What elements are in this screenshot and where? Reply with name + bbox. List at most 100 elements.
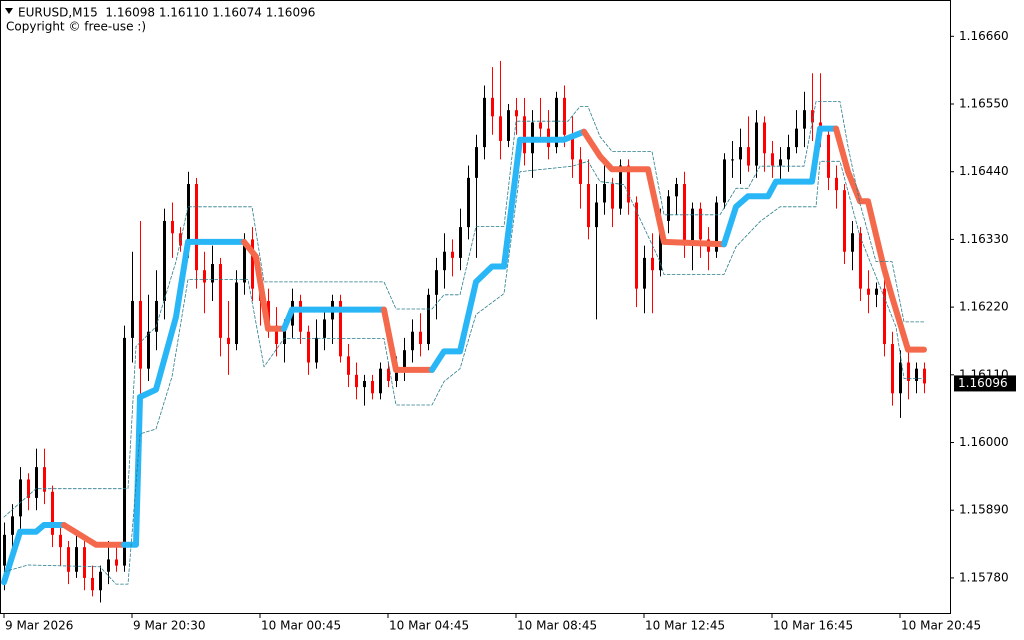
candle-body xyxy=(163,220,166,301)
y-tick-label: 1.16220 xyxy=(959,300,1009,314)
candle-body xyxy=(691,208,694,246)
candle-body xyxy=(643,257,646,289)
candle-body xyxy=(403,350,406,369)
x-tick-label: 10 Mar 04:45 xyxy=(389,619,469,633)
candle-body xyxy=(571,134,574,160)
candle-body xyxy=(715,202,718,252)
candle-body xyxy=(371,380,374,394)
candle-body xyxy=(803,110,806,129)
candle-body xyxy=(307,331,310,363)
candle-body xyxy=(227,337,230,345)
candle-body xyxy=(235,282,238,345)
y-tick-label: 1.16440 xyxy=(959,164,1009,178)
candle-body xyxy=(443,251,446,271)
trend-line xyxy=(281,306,387,332)
candle-body xyxy=(203,270,206,283)
candle-body xyxy=(499,116,502,141)
candle-body xyxy=(659,220,662,271)
candle-body xyxy=(395,368,398,381)
candle-body xyxy=(211,264,214,283)
candle-body xyxy=(667,196,670,221)
candle-body xyxy=(859,233,862,289)
trend-line xyxy=(721,125,839,248)
candle-body xyxy=(123,337,126,566)
candle-body xyxy=(891,344,894,394)
candle-body xyxy=(491,97,494,117)
y-tick-label: 1.16660 xyxy=(959,29,1009,43)
x-tick-label: 10 Mar 00:45 xyxy=(261,619,341,633)
candle-body xyxy=(427,294,430,345)
candle-body xyxy=(363,380,366,388)
candle-body xyxy=(467,177,470,228)
candle-body xyxy=(563,97,566,135)
candle-body xyxy=(907,362,910,381)
candle-body xyxy=(843,190,846,252)
x-tick-label: 10 Mar 12:45 xyxy=(645,619,725,633)
candle-body xyxy=(899,362,902,394)
candle-body xyxy=(771,153,774,166)
candle-body xyxy=(115,559,118,566)
candle-body xyxy=(827,134,830,178)
candle-body xyxy=(299,300,302,332)
candle-body xyxy=(11,516,14,535)
candle-body xyxy=(811,110,814,123)
candle-body xyxy=(675,184,678,197)
candle-body xyxy=(243,239,246,283)
candle-body xyxy=(651,257,654,271)
candle-body xyxy=(923,368,926,384)
candle-body xyxy=(283,325,286,345)
candle-body xyxy=(171,220,174,234)
candle-body xyxy=(739,147,742,160)
trend-line xyxy=(381,306,435,373)
candle-body xyxy=(539,122,542,129)
channel-band xyxy=(3,160,925,585)
candle-body xyxy=(883,288,886,345)
x-tick-label: 10 Mar 08:45 xyxy=(517,619,597,633)
y-tick-label: 1.15890 xyxy=(959,503,1009,517)
candle-body xyxy=(83,547,86,578)
trend-line xyxy=(61,522,127,548)
trend-line xyxy=(429,128,587,373)
candle-body xyxy=(723,159,726,203)
collapse-arrow[interactable] xyxy=(5,8,13,14)
candle-body xyxy=(867,288,870,295)
candle-body xyxy=(475,147,478,178)
candle-body xyxy=(683,184,686,246)
last-price-label: 1.16096 xyxy=(958,376,1008,390)
candle-body xyxy=(3,534,6,566)
trend-line xyxy=(1,522,67,586)
candle-body xyxy=(51,491,54,535)
chart-subtitle: Copyright © free-use :) xyxy=(6,20,146,34)
chart-title: EURUSD,M15 1.16098 1.16110 1.16074 1.160… xyxy=(18,6,315,20)
candle-body xyxy=(763,122,766,154)
candle-body xyxy=(619,165,622,209)
candle-body xyxy=(515,110,518,117)
candle-body xyxy=(379,368,382,394)
candle-body xyxy=(251,239,254,289)
x-tick-label: 9 Mar 2026 xyxy=(5,619,73,633)
candle-body xyxy=(459,227,462,258)
candle-body xyxy=(851,233,854,252)
candle-body xyxy=(315,337,318,363)
candle-body xyxy=(747,147,750,166)
candle-body xyxy=(731,159,734,161)
candle-body xyxy=(387,368,390,381)
candle-body xyxy=(35,467,38,498)
candle-body xyxy=(579,159,582,185)
candle-body xyxy=(411,331,414,351)
candle-body xyxy=(67,547,70,572)
x-tick-label: 10 Mar 20:45 xyxy=(901,619,981,633)
x-tick-label: 9 Mar 20:30 xyxy=(133,619,206,633)
candle-body xyxy=(755,122,758,166)
candle-body xyxy=(275,325,278,345)
y-tick-label: 1.16550 xyxy=(959,97,1009,111)
candle-body xyxy=(627,165,630,203)
candle-body xyxy=(187,184,190,246)
trend-line xyxy=(833,125,927,353)
candle-body xyxy=(435,270,438,295)
candle-body xyxy=(195,184,198,271)
candle-body xyxy=(27,479,30,498)
candle-body xyxy=(323,319,326,338)
